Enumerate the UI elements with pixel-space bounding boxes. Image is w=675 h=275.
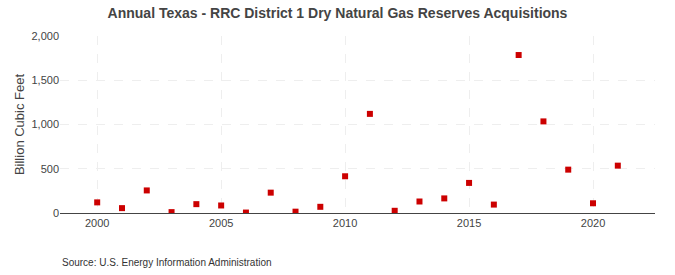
- svg-text:2005: 2005: [209, 217, 233, 229]
- svg-text:1,000: 1,000: [31, 118, 59, 130]
- svg-text:Source: U.S. Energy Informatio: Source: U.S. Energy Information Administ…: [62, 257, 272, 268]
- svg-text:500: 500: [41, 163, 59, 175]
- svg-text:2015: 2015: [457, 217, 481, 229]
- svg-text:0: 0: [53, 207, 59, 219]
- svg-text:2000: 2000: [85, 217, 109, 229]
- svg-text:Annual Texas - RRC District 1: Annual Texas - RRC District 1 Dry Natura…: [108, 5, 568, 21]
- svg-text:2010: 2010: [333, 217, 357, 229]
- svg-text:2020: 2020: [581, 217, 605, 229]
- svg-text:2,000: 2,000: [31, 30, 59, 42]
- svg-text:Billion Cubic Feet: Billion Cubic Feet: [12, 74, 27, 176]
- svg-text:1,500: 1,500: [31, 74, 59, 86]
